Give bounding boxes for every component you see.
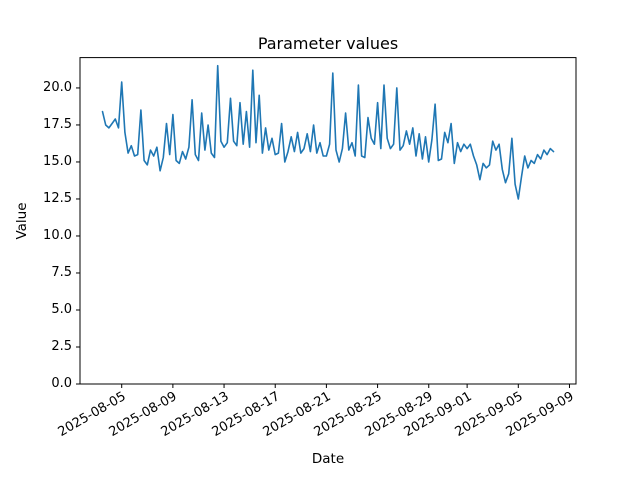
y-axis-label: Value [14,202,30,240]
plot-border [79,57,577,385]
x-axis-label: Date [311,451,345,467]
y-tick-label: 17.5 [43,116,72,132]
y-tick-label: 5.0 [51,301,72,317]
y-tick-label: 10.0 [43,227,72,243]
y-tick-label: 15.0 [43,153,72,169]
y-tick-label: 12.5 [43,190,72,206]
y-tick-label: 2.5 [51,338,72,354]
y-tick-label: 7.5 [51,264,72,280]
y-tick-label: 0.0 [51,376,72,391]
data-line [101,64,555,200]
y-tick-label: 20.0 [43,79,72,95]
chart-title: Parameter values [257,34,399,53]
